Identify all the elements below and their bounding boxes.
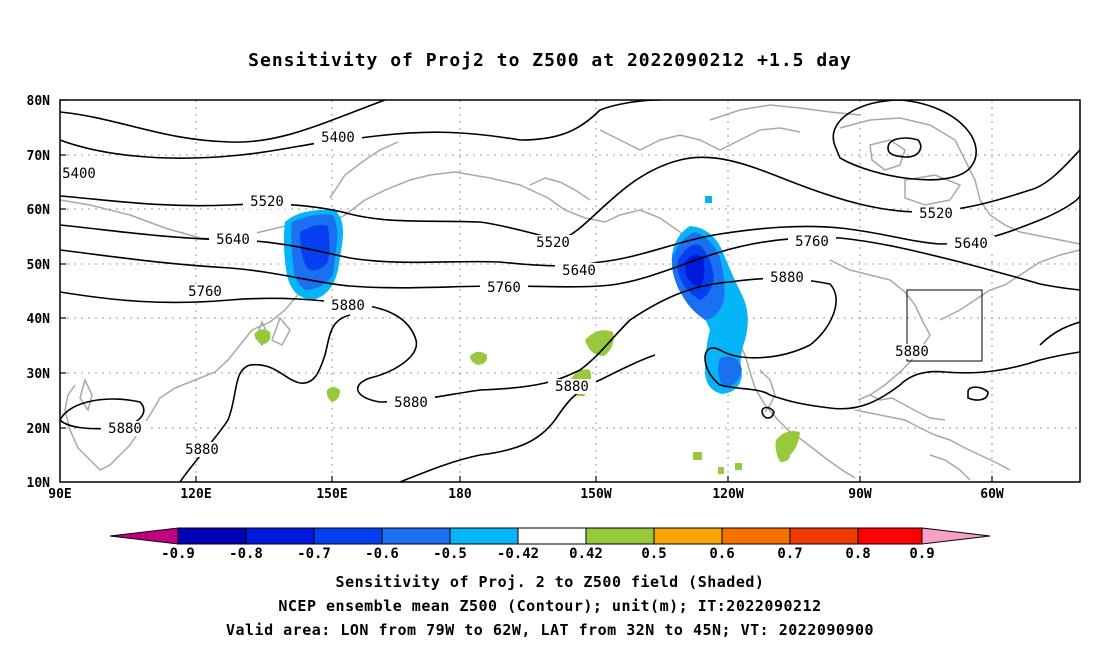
colorbar-label: 0.42 [569, 546, 603, 562]
colorbar-swatch [313, 527, 383, 545]
plot-title: Sensitivity of Proj2 to Z500 at 20220902… [248, 50, 852, 71]
contour-label: 5640 [954, 236, 988, 252]
lon-label: 150W [580, 487, 611, 502]
colorbar-swatch [381, 527, 451, 545]
colorbar-swatch [177, 527, 247, 545]
contour-label: 5760 [188, 284, 222, 300]
colorbar-swatch [517, 527, 587, 545]
colorbar-label: -0.7 [297, 546, 331, 562]
contour-label: 5760 [487, 280, 521, 296]
lon-label: 120W [712, 487, 743, 502]
colorbar-labels: -0.9 -0.8 -0.7 -0.6 -0.5 -0.42 0.42 0.5 … [161, 546, 935, 562]
contour-label: 5880 [770, 270, 804, 286]
footer-line-2: NCEP ensemble mean Z500 (Contour); unit(… [278, 597, 822, 615]
contour-label: 5880 [394, 395, 428, 411]
colorbar-label: 0.9 [909, 546, 934, 562]
valid-area-box [906, 289, 983, 362]
lat-label: 50N [27, 258, 51, 273]
colorbar-label: -0.42 [497, 546, 539, 562]
colorbar-right-triangle [921, 527, 991, 545]
colorbar-label: -0.6 [365, 546, 399, 562]
colorbar-left-triangle [109, 527, 179, 545]
colorbar-label: 0.7 [777, 546, 802, 562]
colorbar-swatch [585, 527, 655, 545]
map-panel: 5400 5400 5520 5520 5520 5640 5640 5640 … [27, 94, 1081, 502]
contour-label: 5880 [185, 442, 219, 458]
colorbar-swatch [449, 527, 519, 545]
axis-ticks [60, 99, 993, 482]
contour-label: 5520 [536, 235, 570, 251]
lon-label: 120E [180, 487, 211, 502]
contour-label: 5760 [795, 234, 829, 250]
contour-labels: 5400 5400 5520 5520 5520 5640 5640 5640 … [55, 130, 995, 458]
lon-label: 180 [448, 487, 472, 502]
contour-label: 5400 [62, 166, 96, 182]
lat-label: 10N [27, 476, 51, 491]
sensitivity-shading [254, 196, 800, 474]
lon-label: 60W [980, 487, 1004, 502]
lon-label: 150E [316, 487, 347, 502]
lat-label: 60N [27, 203, 51, 218]
lat-label: 30N [27, 367, 51, 382]
colorbar-swatch [721, 527, 791, 545]
lon-label: 90W [848, 487, 872, 502]
contour-label: 5640 [562, 263, 596, 279]
colorbar-label: 0.8 [845, 546, 870, 562]
footer-line-1: Sensitivity of Proj. 2 to Z500 field (Sh… [335, 573, 765, 591]
colorbar-label: -0.5 [433, 546, 467, 562]
contour-label: 5880 [108, 421, 142, 437]
footer-line-3: Valid area: LON from 79W to 62W, LAT fro… [225, 621, 875, 639]
colorbar-swatch [245, 527, 315, 545]
contour-label: 5400 [321, 130, 355, 146]
contour-label: 5520 [250, 194, 284, 210]
colorbar: -0.9 -0.8 -0.7 -0.6 -0.5 -0.42 0.42 0.5 … [109, 527, 991, 562]
colorbar-label: 0.6 [709, 546, 734, 562]
lat-label: 80N [27, 94, 51, 109]
lon-label: 90E [48, 487, 71, 502]
contour-label: 5880 [331, 298, 365, 314]
colorbar-label: 0.5 [641, 546, 666, 562]
lat-label: 70N [27, 149, 51, 164]
colorbar-swatch [857, 527, 923, 545]
lat-label: 20N [27, 422, 51, 437]
longitude-labels: 90E 120E 150E 180 150W 120W 90W 60W [48, 487, 1004, 502]
colorbar-label: -0.8 [229, 546, 263, 562]
lat-label: 40N [27, 312, 51, 327]
contour-label: 5880 [555, 379, 589, 395]
colorbar-swatch [789, 527, 859, 545]
contour-label: 5520 [919, 206, 953, 222]
colorbar-swatch [653, 527, 723, 545]
latitude-labels: 80N 70N 60N 50N 40N 30N 20N 10N [27, 94, 51, 491]
contour-label: 5880 [895, 344, 929, 360]
contour-label: 5640 [216, 232, 250, 248]
colorbar-label: -0.9 [161, 546, 195, 562]
